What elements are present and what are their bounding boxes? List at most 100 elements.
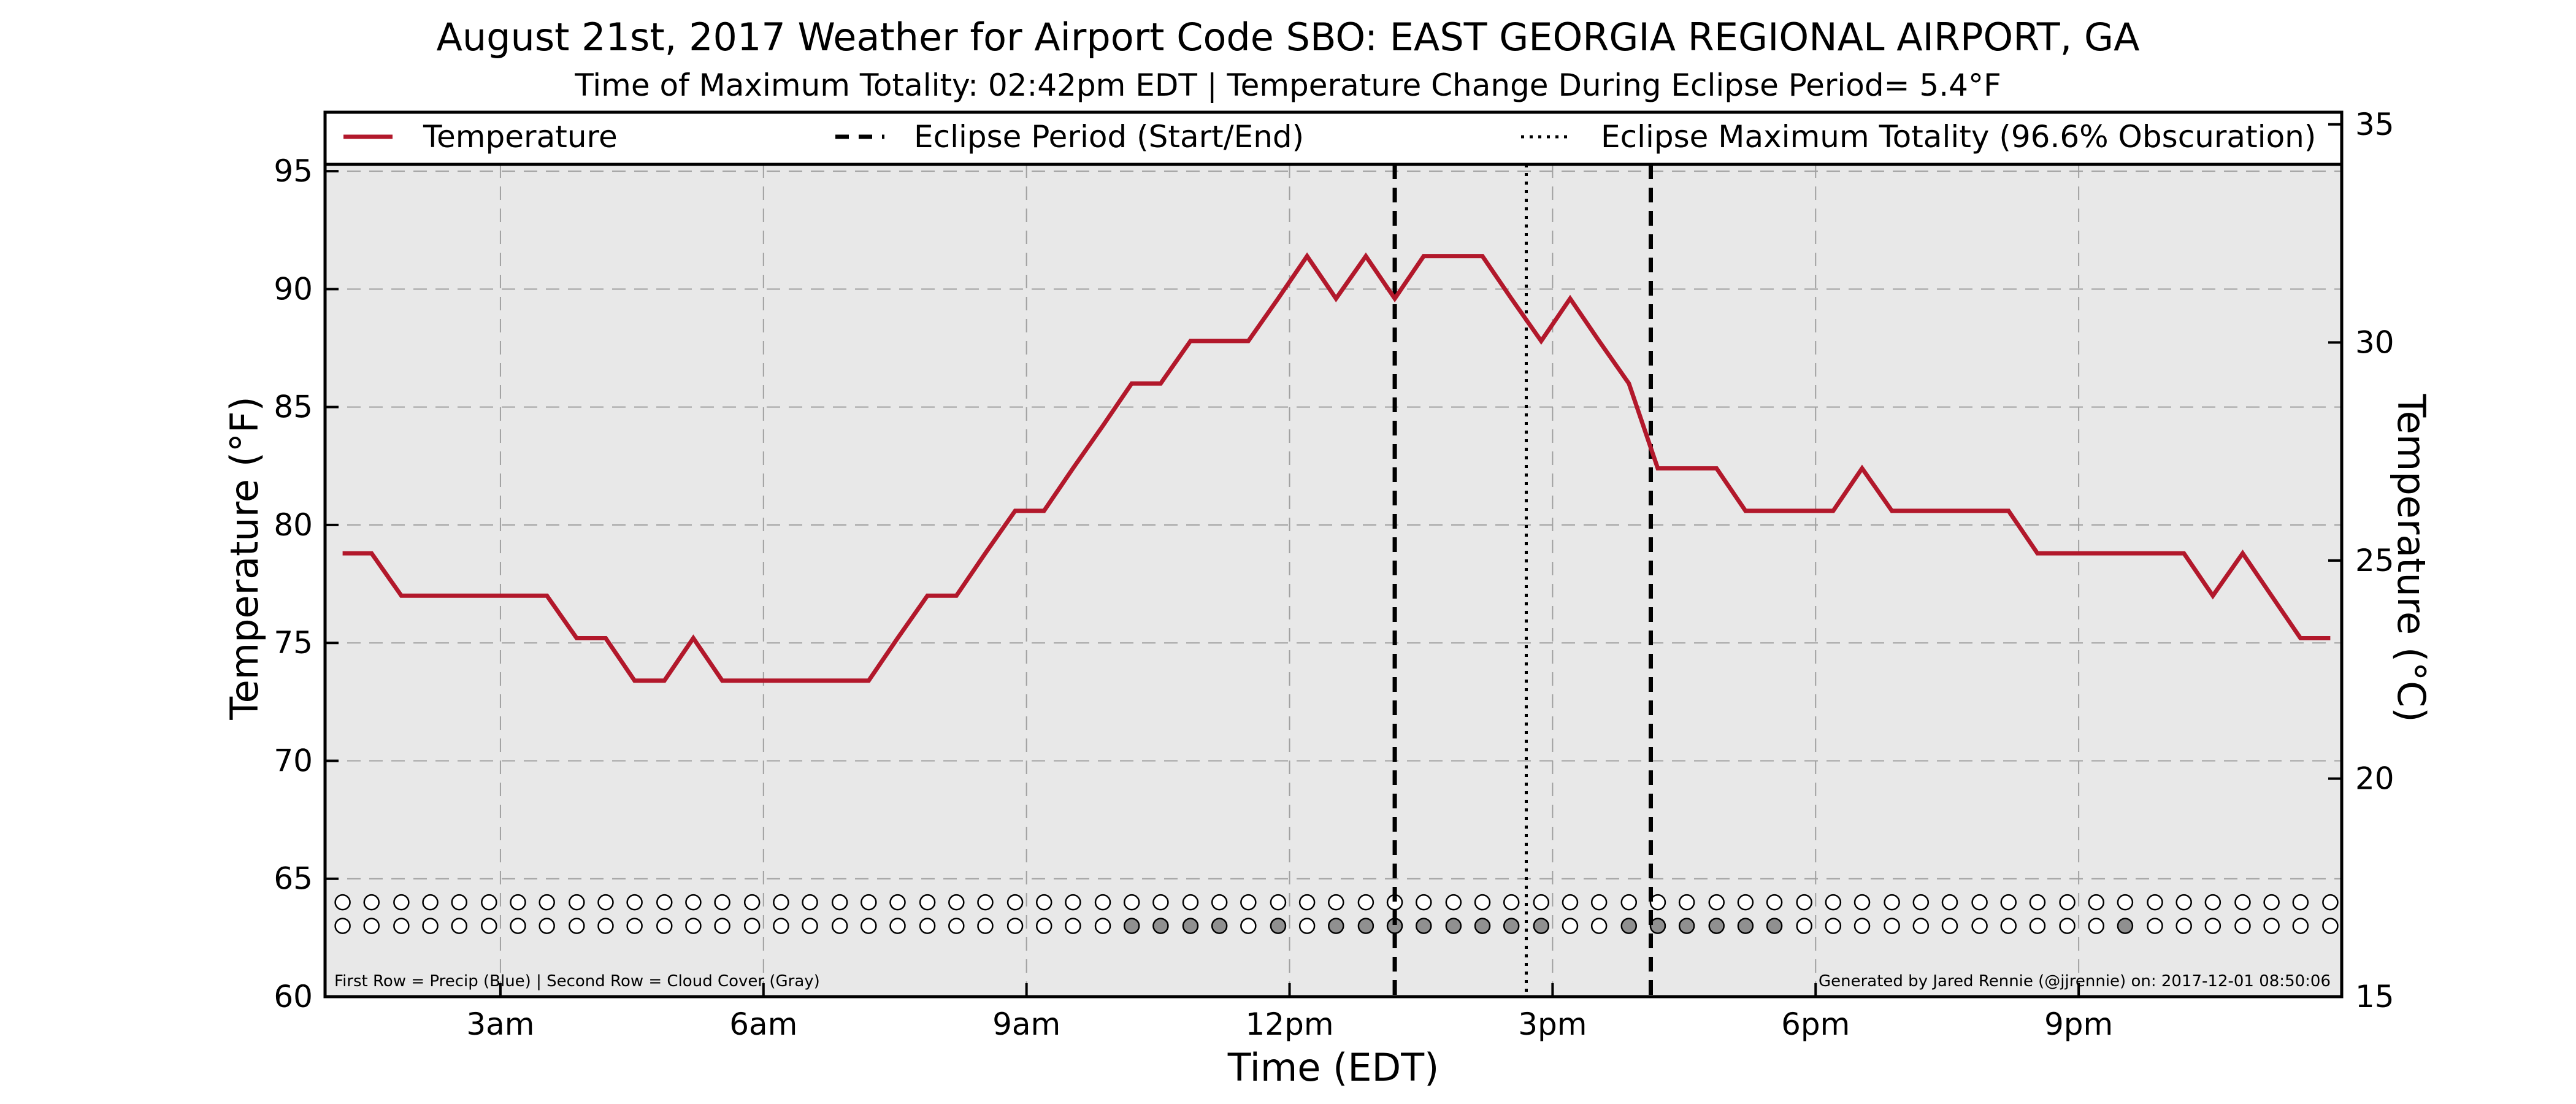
cloud-dot [481, 918, 497, 934]
x-tick-label: 9pm [2044, 1006, 2113, 1042]
cloud-dot [393, 918, 410, 934]
precip-dot [1211, 894, 1228, 911]
y-tick-label: 95 [274, 153, 313, 189]
precip-dot [831, 894, 848, 911]
precip-dot [1328, 894, 1344, 911]
precip-dot [2234, 894, 2251, 911]
cloud-dot [1737, 918, 1754, 934]
series-layer [342, 252, 2331, 683]
precip-dot [334, 894, 351, 911]
precip-dot [481, 894, 497, 911]
x-tick-label: 6pm [1781, 1006, 1850, 1042]
precip-dot [1884, 894, 1900, 911]
precip-dot [1182, 894, 1199, 911]
cloud-dot [1328, 918, 1344, 934]
x-tick-label: 6am [729, 1006, 797, 1042]
cloud-dot [1884, 918, 1900, 934]
precip-dot [1825, 894, 1842, 911]
legend: Temperature Eclipse Period (Start/End) E… [323, 110, 2344, 166]
axis-ticks: 60 65 70 75 80 85 90 95 15 20 25 30 35 3am 6am 9am 12pm 3… [274, 107, 2394, 1042]
cloud-dot [1649, 918, 1666, 934]
grid-lines [325, 164, 2342, 997]
cloud-dot [743, 918, 761, 934]
cloud-dot [685, 918, 702, 934]
cloud-dot [569, 918, 585, 934]
cloud-dot [2029, 918, 2046, 934]
y-tick-label: 65 [274, 861, 313, 897]
y-right-tick-label: 15 [2355, 979, 2394, 1014]
y-right-tick-label: 30 [2355, 324, 2394, 360]
cloud-dot [1445, 918, 1462, 934]
cloud-dot [2175, 918, 2192, 934]
precip-dot [1503, 894, 1520, 911]
precip-dot [656, 894, 673, 911]
y-tick-label: 70 [274, 743, 313, 778]
precip-dot [1065, 894, 1081, 911]
precip-dot [2263, 894, 2280, 911]
precip-dot [2175, 894, 2192, 911]
cloud-dot [831, 918, 848, 934]
precip-dot [1445, 894, 1462, 911]
cloud-dot [1357, 918, 1374, 934]
cloud-dot [1533, 918, 1550, 934]
precip-dot [1240, 894, 1257, 911]
precip-dot [1298, 894, 1316, 911]
precip-dot [2029, 894, 2046, 911]
cloud-dot [597, 918, 614, 934]
cloud-dot [2263, 918, 2280, 934]
precip-dot [1006, 894, 1024, 911]
footnote-credit: Generated by Jared Rennie (@jjrennie) on… [1819, 972, 2331, 991]
y-tick-label: 85 [274, 389, 313, 425]
precip-dot [743, 894, 761, 911]
cloud-dot [1766, 918, 1783, 934]
cloud-dot [656, 918, 673, 934]
x-tick-label: 3am [466, 1006, 534, 1042]
cloud-dot [861, 918, 877, 934]
precip-dot [1649, 894, 1666, 911]
precip-dot [2117, 894, 2134, 911]
cloud-dot [1152, 918, 1169, 934]
cloud-dot [1941, 918, 1958, 934]
precip-dot [2147, 894, 2163, 911]
x-axis-label: Time (EDT) [1227, 1045, 1439, 1090]
precip-dot [597, 894, 614, 911]
precip-dot [569, 894, 585, 911]
precip-dot [539, 894, 555, 911]
y-tick-label: 75 [274, 625, 313, 661]
cloud-dot [451, 918, 467, 934]
x-tick-label: 3pm [1518, 1006, 1587, 1042]
cloud-dot [1503, 918, 1520, 934]
precip-dot [1708, 894, 1725, 911]
precip-dot [2000, 894, 2017, 911]
y-tick-label: 90 [274, 271, 313, 307]
precip-dot [1796, 894, 1812, 911]
precip-dot [1270, 894, 1287, 911]
cloud-dot [422, 918, 439, 934]
precip-dot [1415, 894, 1432, 911]
temperature-line [342, 252, 2331, 683]
precip-dot [861, 894, 877, 911]
cloud-dot [363, 918, 380, 934]
cloud-dot [1708, 918, 1725, 934]
precip-dot [2088, 894, 2104, 911]
precip-dot [1853, 894, 1871, 911]
cloud-dot [1240, 918, 1257, 934]
cloud-dot [889, 918, 906, 934]
precip-dot [1912, 894, 1930, 911]
cloud-dot [2234, 918, 2251, 934]
x-tick-label: 9am [992, 1006, 1060, 1042]
precip-dot [1562, 894, 1579, 911]
precip-dot [1971, 894, 1988, 911]
cloud-dot [1912, 918, 1930, 934]
precip-dot [1737, 894, 1754, 911]
precip-dot [714, 894, 730, 911]
cloud-dot [1590, 918, 1608, 934]
precip-dot [1123, 894, 1140, 911]
plot-area [325, 164, 2342, 997]
cloud-dot [1123, 918, 1140, 934]
precip-dot [802, 894, 818, 911]
precip-dot [2322, 894, 2339, 911]
cloud-dot [1415, 918, 1432, 934]
precip-dot [393, 894, 410, 911]
eclipse-lines [1392, 164, 1654, 997]
